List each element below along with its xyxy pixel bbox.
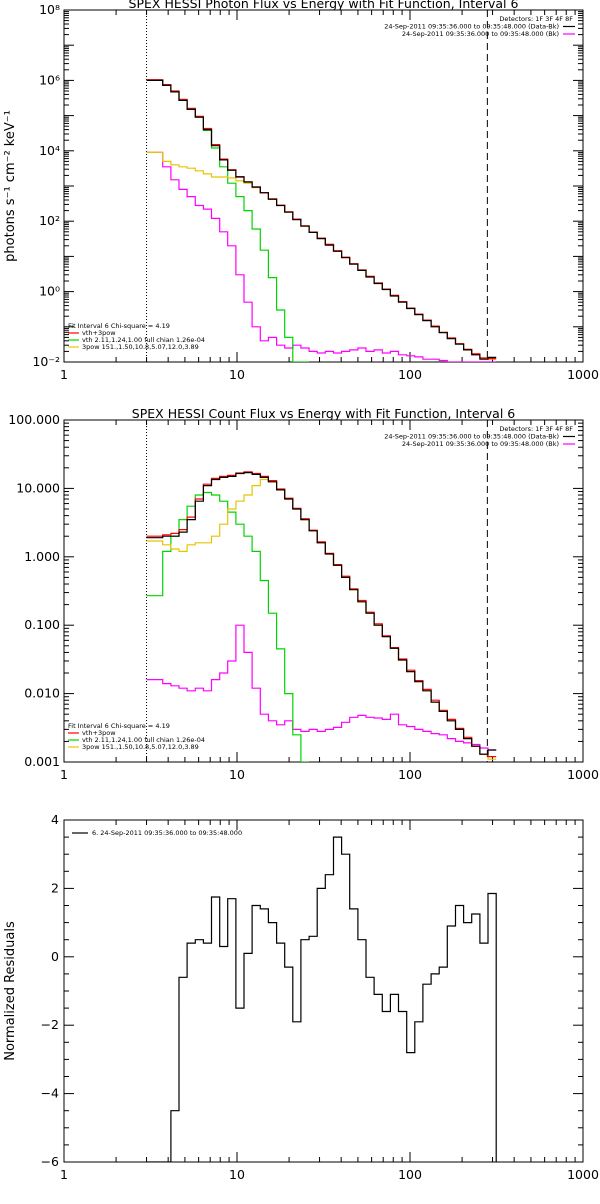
legend-entry: Fit Interval 6 Chi-square = 4.19 [68, 322, 170, 330]
legend-entry: vth+3pow [82, 329, 116, 337]
y-tick-label: 0 [51, 949, 59, 964]
plot-frame [63, 819, 584, 1163]
y-tick-label: 10⁸ [39, 2, 60, 17]
x-tick-label: 10 [229, 767, 245, 782]
y-tick-label: 0.001 [24, 754, 60, 769]
series-nonthermal-line [146, 478, 497, 760]
chart-panel-2: 1 10 100 1000 0.001 0.010 0.100 1.000 10.000 100.… [8, 406, 599, 782]
x-tick-label: 100 [398, 1167, 422, 1182]
y-tick-label: 4 [51, 812, 59, 827]
series-data-line [146, 836, 497, 1162]
series-background-line [146, 151, 497, 362]
legend-entry: Detectors: 1F 3F 4F 8F [499, 425, 573, 433]
y-axis-label: Normalized Residuals [3, 921, 18, 1061]
series-data-line [146, 79, 497, 360]
x-tick-label: 100 [398, 367, 422, 382]
y-tick-label: 10⁶ [39, 72, 60, 87]
y-tick-label: −4 [41, 1086, 59, 1101]
x-tick-label: 1 [60, 367, 68, 382]
legend-entry: 3pow 151.,1.50,10.8,5.07,12.0,3.89 [82, 743, 199, 751]
series-total-line [146, 471, 497, 758]
x-tick-label: 1 [60, 1167, 68, 1182]
legend-entry: 24-Sep-2011 09:35:36.000 to 09:35:48.000… [384, 433, 559, 441]
legend-entry: Fit Interval 6 Chi-square = 4.19 [68, 722, 170, 730]
x-tick-label: 1 [60, 767, 68, 782]
legend-entry: vth 2.11,1.24,1.00 full chian 1.26e-04 [82, 736, 205, 744]
legend-entry: 24-Sep-2011 09:35:36.000 to 09:35:48.000… [384, 23, 559, 31]
series-background-line [146, 624, 497, 751]
series-thermal-line [146, 79, 310, 362]
legend-entry: vth 2.11,1.24,1.00 full chian 1.26e-04 [82, 336, 205, 344]
y-tick-label: 10⁰ [39, 284, 60, 299]
series-nonthermal-line [146, 151, 497, 360]
plot-frame [63, 419, 584, 763]
x-tick-label: 1000 [567, 1167, 599, 1182]
series-total-line [146, 79, 497, 360]
legend-entry: 3pow 151.,1.50,10.8,5.07,12.0,3.89 [82, 343, 199, 351]
legend-entry: 24-Sep-2011 09:35:36.000 to 09:35:48.000… [402, 30, 559, 38]
legend-entry: 24-Sep-2011 09:35:36.000 to 09:35:48.000… [402, 440, 559, 448]
y-tick-label: −2 [41, 1017, 59, 1032]
y-tick-label: −6 [41, 1154, 59, 1169]
plot-frame [63, 9, 584, 363]
y-tick-label: 1.000 [24, 549, 60, 564]
y-axis-label: photons s⁻¹ cm⁻² keV⁻¹ [3, 110, 18, 262]
series-data-line [146, 472, 497, 755]
chart-panel-1: 1 10 100 1000 10⁻² 10⁰ 10² 10⁴ 10⁶ 10⁸ SPEX HESSI … [3, 0, 599, 382]
chart-title: SPEX HESSI Count Flux vs Energy with Fit… [132, 406, 515, 421]
y-tick-label: 0.010 [24, 686, 60, 701]
y-tick-label: 10⁴ [39, 143, 60, 158]
legend-entry: Detectors: 1F 3F 4F 8F [499, 15, 573, 23]
y-tick-label: 2 [51, 880, 59, 895]
x-tick-label: 100 [398, 767, 422, 782]
y-tick-label: 10⁻² [32, 354, 60, 369]
x-tick-label: 10 [229, 367, 245, 382]
y-tick-label: 0.100 [24, 617, 60, 632]
chart-title: SPEX HESSI Photon Flux vs Energy with Fi… [129, 0, 519, 11]
x-tick-label: 1000 [567, 767, 599, 782]
chart-panel-3: 1 10 100 1000 −6 −4 −2 0 2 4 Normalized Residuals 6… [3, 812, 599, 1182]
legend-entry: 6. 24-Sep-2011 09:35:36.000 to 09:35:48.… [92, 829, 242, 837]
x-tick-label: 10 [229, 1167, 245, 1182]
y-tick-label: 10.000 [16, 480, 60, 495]
x-tick-label: 1000 [567, 367, 599, 382]
y-tick-label: 100.000 [8, 412, 60, 427]
y-tick-label: 10² [39, 213, 60, 228]
legend-entry: vth+3pow [82, 729, 116, 737]
